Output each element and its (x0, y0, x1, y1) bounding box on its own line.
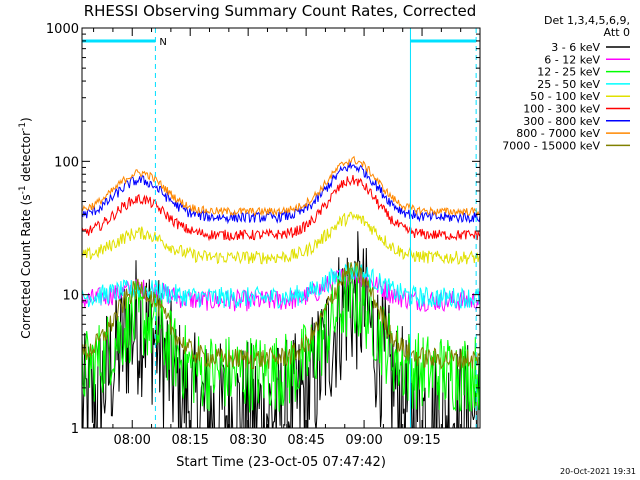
series-line-4 (82, 211, 480, 265)
y-axis-label-part3: ) (19, 117, 33, 122)
footer-timestamp: 20-Oct-2021 19:31 (560, 467, 636, 476)
y-axis-label-sup1: -1 (18, 185, 28, 194)
legend-header-line2: Att 0 (604, 26, 630, 39)
chart-title: RHESSI Observing Summary Count Rates, Co… (84, 2, 477, 20)
legend-label-4: 50 - 100 keV (530, 90, 600, 103)
legend-label-3: 25 - 50 keV (537, 78, 600, 91)
series-line-5 (82, 175, 480, 242)
x-tick-label-1: 08:15 (171, 433, 208, 448)
series-group (82, 155, 480, 428)
x-tick-label-4: 09:00 (345, 433, 382, 448)
legend-header-line1: Det 1,3,4,5,6,9, (544, 14, 630, 27)
series-line-3 (82, 263, 480, 309)
legend-label-8: 7000 - 15000 keV (502, 139, 600, 152)
series-line-1 (82, 267, 480, 313)
x-tick-label-3: 08:45 (287, 433, 324, 448)
x-tick-label-2: 08:30 (229, 433, 266, 448)
axes: 08:00 08:15 08:30 08:45 09:00 09:15 1 10 100 1000 (46, 22, 480, 448)
x-axis-label: Start Time (23-Oct-05 07:47:42) (176, 455, 386, 470)
flag-bar-label-0: N (159, 37, 166, 48)
x-tick-label-0: 08:00 (113, 433, 150, 448)
x-tick-label-5: 09:15 (403, 433, 440, 448)
y-axis-label-sup2: -1 (18, 122, 28, 131)
plot-area: N (82, 28, 480, 428)
y-tick-label-0: 1 (71, 422, 79, 437)
y-axis-label-part1: Corrected Count Rate (s (19, 194, 33, 338)
series-line-7 (82, 155, 480, 217)
legend-label-2: 12 - 25 keV (537, 66, 600, 79)
y-tick-label-2: 100 (54, 155, 79, 170)
y-axis-label: Corrected Count Rate (s-1 detector-1) (18, 117, 33, 338)
series-line-2 (82, 264, 480, 413)
legend-label-6: 300 - 800 keV (523, 115, 600, 128)
y-axis-label-part2: detector (19, 131, 33, 186)
legend-label-5: 100 - 300 keV (523, 103, 600, 116)
plot-frame (81, 27, 481, 429)
y-tick-label-3: 1000 (46, 22, 79, 37)
y-tick-label-1: 10 (62, 289, 79, 304)
legend-label-1: 6 - 12 keV (544, 53, 600, 66)
legend-label-7: 800 - 7000 keV (516, 127, 600, 140)
series-line-8 (82, 261, 480, 370)
legend-label-0: 3 - 6 keV (551, 41, 600, 54)
series-line-6 (82, 162, 480, 225)
